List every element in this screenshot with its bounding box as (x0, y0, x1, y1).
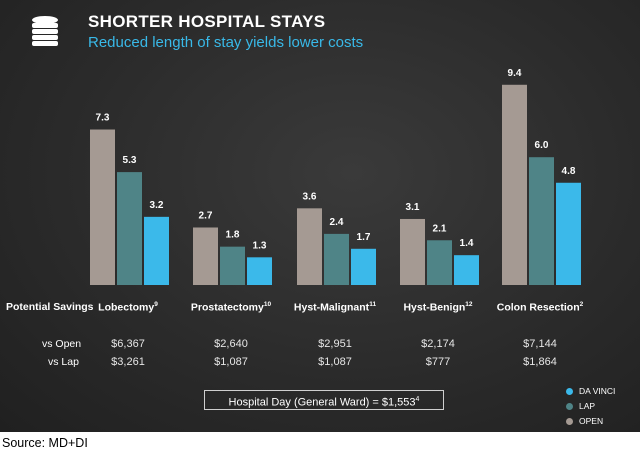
data-label-lap-0: 5.3 (123, 155, 137, 166)
bar-lap-2 (324, 233, 349, 285)
bar-davinci-4 (556, 182, 581, 285)
bar-davinci-0 (144, 216, 169, 285)
bar-lap-0 (117, 172, 142, 285)
savings-value-lap-1: $1,087 (214, 356, 248, 368)
category-label-text: Colon Resection (496, 301, 580, 314)
hospital-day-text: Hospital Day (General Ward) = $1,553 (228, 396, 416, 409)
bar-open-0 (90, 129, 115, 285)
data-label-davinci-2: 1.7 (357, 232, 371, 243)
data-label-davinci-3: 1.4 (460, 238, 474, 249)
bar-chart: 7.3 5.3 3.2 2.7 1.8 1.3 3.6 2.4 1.7 3.1 2.1 1.4 9.4 6… (90, 68, 581, 285)
bar-lap-4 (529, 157, 554, 285)
category-label-0: Lobectomy9 (68, 301, 188, 314)
legend-label-open: OPEN (579, 416, 604, 426)
category-footnote: 2 (579, 301, 584, 308)
legend-swatch-open (566, 417, 573, 425)
data-label-open-2: 3.6 (303, 191, 317, 202)
data-label-davinci-1: 1.3 (253, 240, 267, 251)
category-label-1: Prostatectomy10 (171, 301, 291, 314)
category-footnote: 11 (369, 301, 377, 308)
savings-value-lap-3: $777 (425, 356, 451, 368)
potential-savings-label: Potential Savings (6, 301, 94, 313)
data-label-open-4: 9.4 (508, 68, 522, 79)
category-label-text: Hyst-Benign (403, 301, 466, 314)
legend-item-lap: LAP (566, 401, 595, 411)
savings-value-open-0: $6,367 (111, 338, 145, 350)
category-label-text: Hyst-Malignant (293, 301, 370, 314)
category-label-text: Lobectomy (98, 301, 155, 314)
savings-value-lap-0: $3,261 (111, 356, 145, 368)
data-label-open-0: 7.3 (96, 113, 110, 124)
savings-value-open-3: $2,174 (421, 338, 455, 350)
data-label-davinci-0: 3.2 (150, 200, 164, 211)
bar-open-4 (502, 84, 527, 285)
legend-item-open: OPEN (566, 416, 603, 426)
coin-stack-icon (32, 16, 58, 46)
hospital-day-footnote: 4 (415, 396, 420, 403)
savings-value-lap-4: $1,864 (523, 356, 557, 368)
bar-lap-3 (427, 240, 452, 285)
bar-lap-1 (220, 246, 245, 285)
category-label-text: Prostatectomy (190, 301, 264, 314)
savings-value-open-4: $7,144 (523, 338, 557, 350)
savings-value-open-1: $2,640 (214, 338, 248, 350)
legend-label-davinci: DA VINCI (579, 386, 616, 396)
data-label-open-3: 3.1 (406, 202, 420, 213)
category-footnote: 9 (154, 301, 158, 308)
legend-label-lap: LAP (579, 401, 596, 411)
category-label-4: Colon Resection2 (480, 301, 600, 314)
hospital-day-box: Hospital Day (General Ward) = $1,5534 (204, 390, 444, 410)
category-footnote: 12 (465, 301, 473, 308)
slide-background: SHORTER HOSPITAL STAYS Reduced length of… (0, 0, 640, 432)
vs-open-label: vs Open (42, 338, 82, 350)
bar-davinci-3 (454, 255, 479, 285)
data-label-davinci-4: 4.8 (562, 166, 576, 177)
legend-swatch-lap (566, 402, 573, 410)
data-label-lap-1: 1.8 (226, 230, 240, 241)
bar-open-1 (193, 227, 218, 285)
bar-open-2 (297, 208, 322, 285)
vs-lap-label: vs Lap (48, 356, 79, 368)
bar-open-3 (400, 218, 425, 285)
source-caption: Source: MD+DI (2, 436, 88, 450)
category-label-3: Hyst-Benign12 (378, 301, 498, 314)
legend-item-davinci: DA VINCI (566, 386, 615, 396)
data-label-open-1: 2.7 (199, 210, 213, 221)
savings-value-lap-2: $1,087 (318, 356, 352, 368)
savings-value-open-2: $2,951 (318, 338, 352, 350)
category-footnote: 10 (263, 301, 272, 308)
category-label-2: Hyst-Malignant11 (275, 301, 395, 314)
bar-davinci-1 (247, 257, 272, 285)
data-label-lap-3: 2.1 (433, 223, 447, 234)
page-subtitle: Reduced length of stay yields lower cost… (88, 34, 364, 51)
bar-davinci-2 (351, 248, 376, 285)
data-label-lap-2: 2.4 (330, 217, 344, 228)
legend-swatch-davinci (566, 387, 573, 395)
data-label-lap-4: 6.0 (535, 140, 549, 151)
page-title: SHORTER HOSPITAL STAYS (88, 12, 326, 31)
